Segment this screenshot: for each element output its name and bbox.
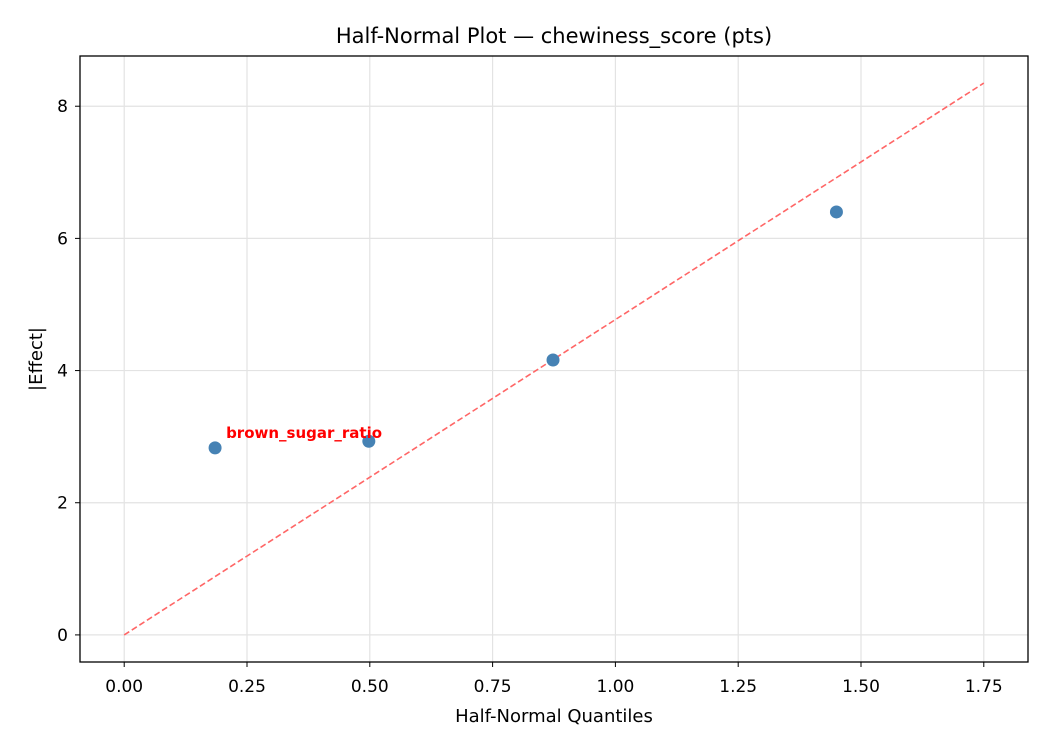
x-tick-label: 1.25: [719, 677, 757, 697]
x-tick-label: 0.75: [474, 677, 512, 697]
x-tick-label: 0.00: [105, 677, 143, 697]
chart-title: Half-Normal Plot — chewiness_score (pts): [336, 24, 772, 49]
y-axis-label: |Effect|: [26, 327, 47, 391]
x-tick-label: 1.75: [965, 677, 1003, 697]
y-tick-label: 8: [57, 97, 68, 117]
y-tick-label: 6: [57, 229, 68, 249]
y-tick-label: 2: [57, 494, 68, 514]
y-tick-label: 0: [57, 626, 68, 646]
data-point: [362, 434, 376, 448]
y-ticks: 0 2 4 6 8: [57, 97, 80, 646]
data-point: [829, 205, 843, 219]
grid: [80, 56, 1028, 662]
y-tick-label: 4: [57, 362, 68, 382]
annotations-group: brown_sugar_ratio: [226, 424, 382, 442]
data-point: [546, 353, 560, 367]
reference-line-group: [123, 82, 985, 636]
point-annotation: brown_sugar_ratio: [226, 424, 382, 442]
x-tick-label: 1.50: [842, 677, 880, 697]
data-point: [208, 441, 222, 455]
x-ticks: 0.00 0.25 0.50 0.75 1.00 1.25 1.50 1.75: [105, 662, 1003, 697]
points-group: [208, 205, 843, 455]
reference-line: [123, 82, 985, 636]
x-axis-label: Half-Normal Quantiles: [455, 706, 653, 727]
plot-frame: [79, 55, 1029, 663]
x-tick-label: 0.25: [228, 677, 266, 697]
x-tick-label: 1.00: [596, 677, 634, 697]
x-tick-label: 0.50: [351, 677, 389, 697]
